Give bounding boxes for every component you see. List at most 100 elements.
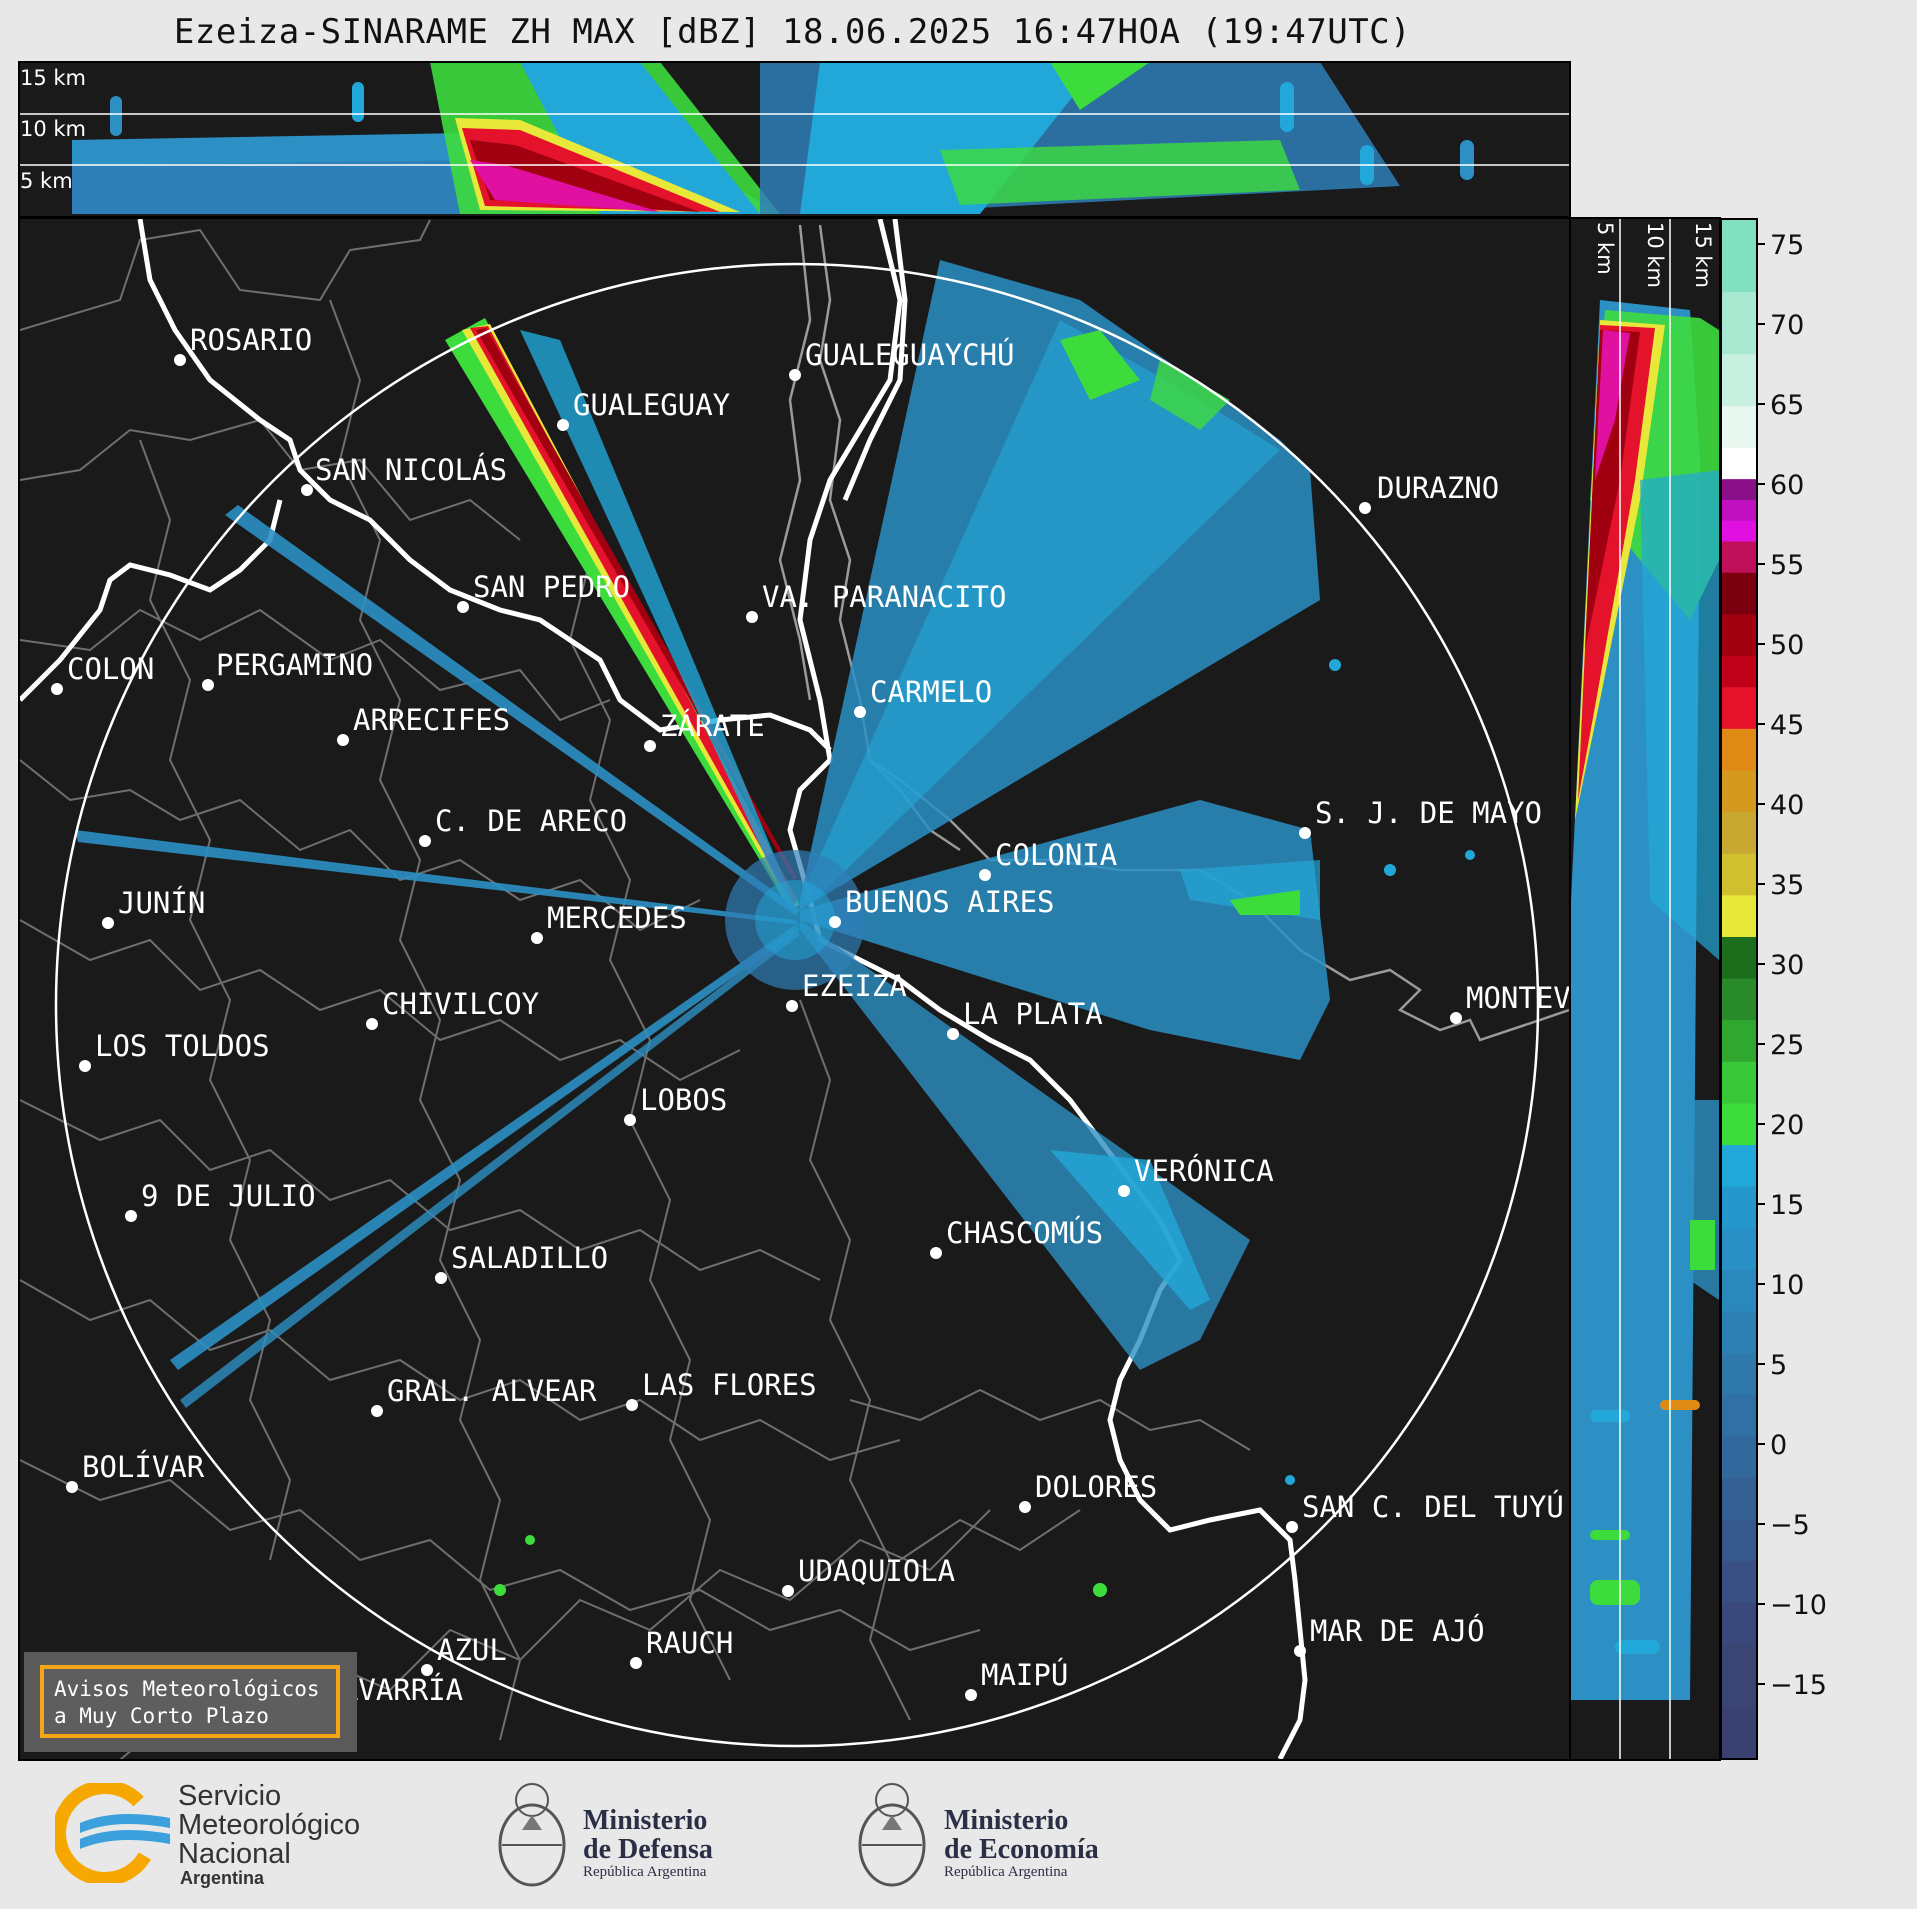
city-dot	[854, 706, 866, 718]
city-dot	[366, 1018, 378, 1030]
colorbar-band	[1721, 770, 1757, 813]
city-dot	[965, 1689, 977, 1701]
colorbar-band	[1721, 656, 1757, 688]
colorbar-band	[1721, 219, 1757, 293]
city-dot	[457, 601, 469, 613]
defensa-line1: Ministerio	[583, 1805, 708, 1836]
economia-coat-of-arms-icon	[858, 1783, 926, 1887]
colorbar-band	[1721, 572, 1757, 615]
side-section-panel: 5 km 10 km 15 km	[1569, 217, 1721, 1761]
colorbar-band	[1721, 1228, 1757, 1271]
city-label: GRAL. ALVEAR	[387, 1374, 597, 1408]
colorbar-tick-label: 15	[1770, 1190, 1804, 1221]
city-dot	[435, 1272, 447, 1284]
city-dot	[1118, 1185, 1130, 1197]
city-label: VA. PARANACITO	[762, 580, 1006, 614]
city-dot	[51, 683, 63, 695]
city-label: CHIVILCOY	[382, 987, 539, 1021]
smn-logo-icon	[55, 1783, 170, 1883]
defensa-sub: República Argentina	[583, 1864, 707, 1880]
colorbar-tick-label: 60	[1770, 470, 1804, 501]
city-label: ARRECIFES	[353, 703, 510, 737]
city-label: RAUCH	[646, 1626, 733, 1660]
colorbar-band	[1721, 1519, 1757, 1562]
colorbar-tick-label: −5	[1770, 1510, 1810, 1541]
colorbar-tick-label: 0	[1770, 1430, 1787, 1461]
colorbar-tick-label: 50	[1770, 630, 1804, 661]
city-label: 9 DE JULIO	[141, 1179, 316, 1213]
colorbar-tick-label: −15	[1770, 1670, 1827, 1701]
colorbar-tick-label: −10	[1770, 1590, 1827, 1621]
radar-echoes	[75, 260, 1475, 1597]
city-dot	[202, 679, 214, 691]
city-dot	[102, 917, 114, 929]
city-dot	[419, 835, 431, 847]
colorbar-tick-label: 30	[1770, 950, 1804, 981]
economia-name: Ministerio de Economía República Argenti…	[944, 1806, 1099, 1881]
map-panel[interactable]: ROSARIO GUALEGUAYCHÚ GUALEGUAY SAN NICOLÁS D…	[18, 217, 1571, 1761]
warning-box[interactable]: Avisos Meteorológicos a Muy Corto Plazo	[40, 1665, 340, 1738]
colorbar-band	[1721, 853, 1757, 896]
city-dot	[930, 1247, 942, 1259]
city-label: BOLÍVAR	[82, 1450, 205, 1484]
colorbar-tick-label: 20	[1770, 1110, 1804, 1141]
colorbar-tick-label: 10	[1770, 1270, 1804, 1301]
city-dot	[125, 1210, 137, 1222]
colorbar-band	[1721, 1353, 1757, 1396]
colorbar-tick-label: 40	[1770, 790, 1804, 821]
colorbar-band	[1721, 1394, 1757, 1437]
smn-line1: Servicio	[178, 1780, 282, 1812]
city-label: CARMELO	[870, 675, 992, 709]
city-dot	[746, 611, 758, 623]
city-label: MAIPÚ	[981, 1658, 1068, 1692]
city-dot	[1359, 502, 1371, 514]
colorbar-band	[1721, 1602, 1757, 1646]
colorbar-band	[1721, 1478, 1757, 1521]
city-dot	[829, 916, 841, 928]
city-label: UDAQUIOLA	[798, 1554, 955, 1588]
smn-line2: Meteorológico	[178, 1809, 361, 1841]
city-dot	[626, 1399, 638, 1411]
colorbar-tick-label: 65	[1770, 390, 1804, 421]
colorbar-band	[1721, 1145, 1757, 1188]
map-title: Ezeiza-SINARAME ZH MAX [dBZ] 18.06.2025 …	[173, 12, 1412, 52]
city-label: LA PLATA	[963, 997, 1103, 1031]
warning-box-line1: Avisos Meteorológicos	[54, 1677, 320, 1701]
top-height-label-5: 5 km	[20, 169, 73, 193]
city-label: ROSARIO	[190, 323, 312, 357]
city-dot	[644, 740, 656, 752]
colorbar-tick-label: 25	[1770, 1030, 1804, 1061]
colorbar-band	[1721, 1436, 1757, 1479]
city-dot	[789, 369, 801, 381]
city-dot	[1019, 1501, 1031, 1513]
colorbar-band	[1721, 1644, 1757, 1708]
colorbar-band	[1721, 936, 1757, 980]
economia-sub: República Argentina	[944, 1864, 1068, 1880]
city-label: GUALEGUAYCHÚ	[805, 338, 1015, 372]
city-dot	[66, 1481, 78, 1493]
colorbar-band	[1721, 978, 1757, 1021]
city-label: DOLORES	[1035, 1470, 1157, 1504]
colorbar-band	[1721, 1311, 1757, 1354]
city-dot	[337, 734, 349, 746]
city-dot	[531, 932, 543, 944]
warning-box-line2: a Muy Corto Plazo	[54, 1704, 269, 1728]
defensa-coat-of-arms-icon	[498, 1783, 566, 1887]
city-dot	[557, 419, 569, 431]
city-dot	[979, 869, 991, 881]
city-label: S. J. DE MAYO	[1315, 796, 1542, 830]
city-label: LOBOS	[640, 1083, 727, 1117]
city-dot	[174, 354, 186, 366]
colorbar-tick-label: 75	[1770, 230, 1804, 261]
city-dot	[782, 1585, 794, 1597]
city-label: COLON	[67, 652, 154, 686]
smn-country: Argentina	[180, 1868, 265, 1888]
colorbar-band	[1721, 1020, 1757, 1063]
colorbar-band	[1721, 1561, 1757, 1604]
defensa-line2: de Defensa	[583, 1834, 713, 1865]
colorbar-band	[1721, 1186, 1757, 1229]
city-label: LAS FLORES	[642, 1368, 817, 1402]
city-dot	[79, 1060, 91, 1072]
